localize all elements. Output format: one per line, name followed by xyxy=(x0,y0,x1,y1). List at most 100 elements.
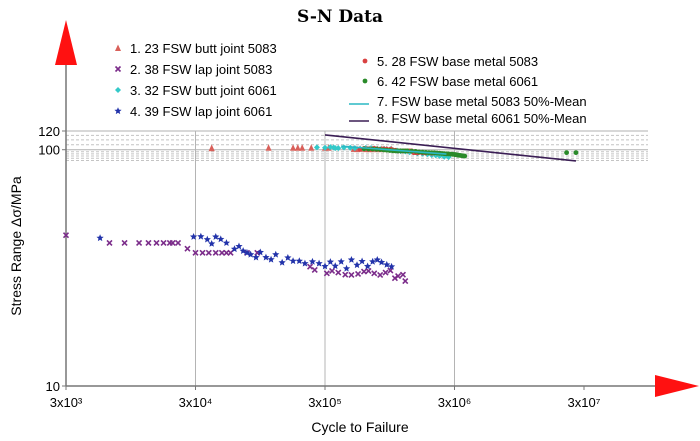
data-point xyxy=(301,259,309,267)
data-point xyxy=(308,257,317,265)
legend-label: 6. 42 FSW base metal 6061 xyxy=(377,74,538,89)
x-axis-label: Cycle to Failure xyxy=(311,419,408,435)
legend-item: 2. 38 FSW lap joint 5083 xyxy=(114,62,272,77)
data-point xyxy=(308,144,315,151)
legend-label: 8. FSW base metal 6061 50%-Mean xyxy=(377,111,587,126)
data-point xyxy=(160,239,167,247)
series-line xyxy=(324,134,577,162)
legend-item: 4. 39 FSW lap joint 6061 xyxy=(114,104,272,119)
data-point xyxy=(284,253,292,261)
data-point xyxy=(278,258,286,266)
legend-item: 3. 32 FSW butt joint 6061 xyxy=(115,83,277,98)
data-point xyxy=(462,153,468,159)
x-axis-arrow xyxy=(655,375,699,397)
grid xyxy=(66,130,648,386)
data-point xyxy=(106,239,113,247)
data-point xyxy=(573,150,579,156)
y-tick-label: 120 xyxy=(38,124,60,139)
data-point xyxy=(169,239,176,247)
data-point xyxy=(402,278,409,285)
y-axis-arrow xyxy=(55,20,77,65)
data-point xyxy=(218,249,225,256)
data-point xyxy=(145,239,152,247)
data-point xyxy=(382,269,389,276)
data-point xyxy=(115,44,121,51)
data-point xyxy=(315,259,323,267)
data-point xyxy=(323,270,330,277)
data-point xyxy=(203,235,211,243)
data-point xyxy=(311,266,318,273)
data-point xyxy=(342,271,349,278)
data-point xyxy=(227,249,234,256)
axes: 3x10³ 3x10⁴ 3x10⁵ 3x10⁶ 3x10⁷ 120 100 10 xyxy=(38,20,699,410)
data-point xyxy=(267,255,275,263)
data-point xyxy=(189,233,198,240)
data-point xyxy=(369,257,377,265)
x-tick-label: 3x10⁵ xyxy=(308,395,342,410)
x-tick-label: 3x10⁷ xyxy=(568,395,601,410)
data-point xyxy=(136,239,143,247)
legend-label: 2. 38 FSW lap joint 5083 xyxy=(130,62,272,77)
data-point xyxy=(306,263,314,270)
data-point xyxy=(265,144,272,151)
data-point xyxy=(365,267,372,274)
series xyxy=(62,232,409,285)
data-point xyxy=(197,232,205,240)
data-point xyxy=(208,144,215,152)
data-point xyxy=(96,234,104,242)
data-point xyxy=(353,261,361,269)
data-point xyxy=(217,235,225,243)
data-point xyxy=(342,264,351,272)
data-point xyxy=(383,260,391,268)
data-point xyxy=(321,262,329,270)
legend-label: 1. 23 FSW butt joint 5083 xyxy=(130,41,277,56)
data-point xyxy=(335,269,342,276)
data-point xyxy=(335,145,342,152)
data-point xyxy=(337,257,345,265)
data-point xyxy=(247,250,255,258)
data-point xyxy=(326,258,334,266)
data-point xyxy=(235,242,243,250)
x-tick-label: 3x10⁴ xyxy=(179,395,213,410)
data-point xyxy=(387,267,394,274)
data-point xyxy=(290,144,297,151)
legend-label: 7. FSW base metal 5083 50%-Mean xyxy=(377,94,587,109)
x-tick-label: 3x10³ xyxy=(50,395,83,410)
data-point xyxy=(272,250,280,258)
legend: 1. 23 FSW butt joint 5083 2. 38 FSW lap j… xyxy=(114,41,587,126)
legend-item: 5. 28 FSW base metal 5083 xyxy=(362,54,538,69)
data-points xyxy=(62,134,579,285)
data-point xyxy=(115,87,121,93)
data-point xyxy=(354,270,362,278)
y-axis-label: Stress Range Δσ/MPa xyxy=(8,176,24,316)
legend-item: 8. FSW base metal 6061 50%-Mean xyxy=(349,111,587,126)
series-line xyxy=(341,145,447,155)
data-point xyxy=(208,239,216,247)
series xyxy=(341,145,447,155)
data-point xyxy=(184,245,191,252)
legend-item: 6. 42 FSW base metal 6061 xyxy=(362,74,538,89)
data-point xyxy=(377,271,384,279)
legend-label: 4. 39 FSW lap joint 6061 xyxy=(130,104,272,119)
data-point xyxy=(222,239,231,247)
series xyxy=(96,232,396,272)
data-point xyxy=(256,248,264,256)
data-point xyxy=(360,268,368,275)
legend-item: 7. FSW base metal 5083 50%-Mean xyxy=(349,94,587,109)
legend-label: 5. 28 FSW base metal 5083 xyxy=(377,54,538,69)
data-point xyxy=(192,249,199,256)
data-point xyxy=(121,239,128,247)
data-point xyxy=(153,239,160,247)
data-point xyxy=(399,271,407,278)
data-point xyxy=(212,249,219,256)
data-point xyxy=(114,65,122,73)
chart-title: S-N Data xyxy=(297,7,383,27)
data-point xyxy=(322,144,328,151)
data-point xyxy=(348,271,355,279)
x-tick-label: 3x10⁶ xyxy=(438,395,472,410)
data-point xyxy=(362,78,368,84)
data-point xyxy=(313,144,320,151)
data-point xyxy=(347,256,356,263)
